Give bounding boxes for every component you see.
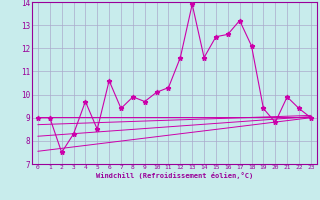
X-axis label: Windchill (Refroidissement éolien,°C): Windchill (Refroidissement éolien,°C) — [96, 172, 253, 179]
